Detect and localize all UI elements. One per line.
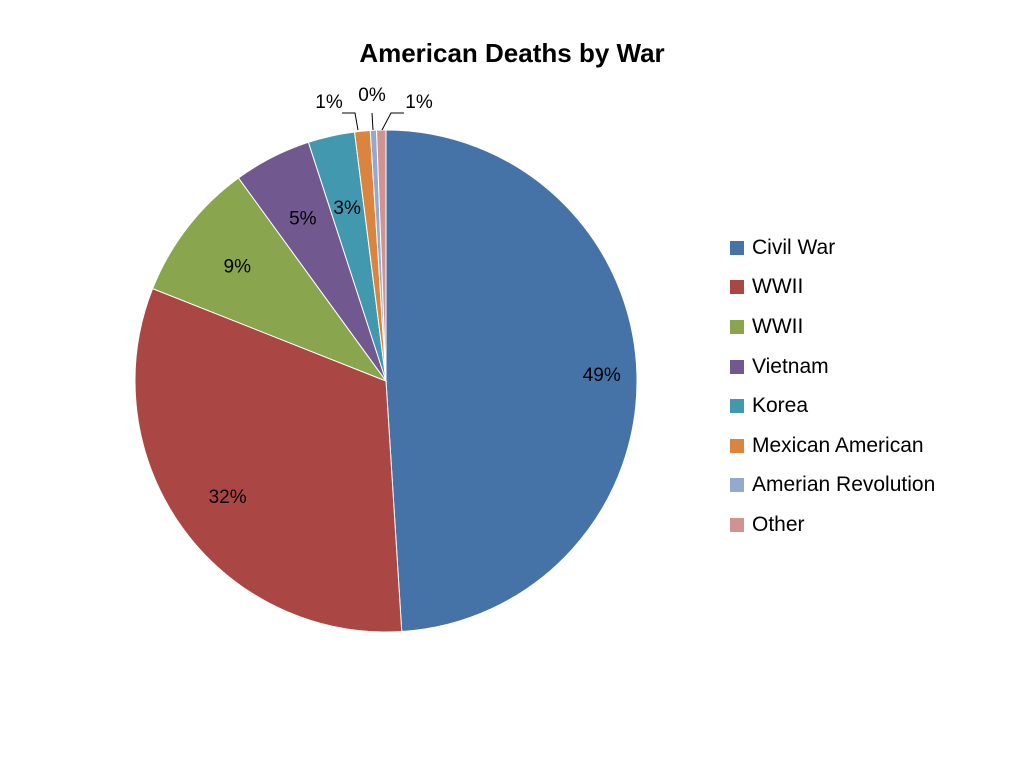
legend-swatch — [730, 280, 744, 295]
legend-label: Vietnam — [752, 354, 829, 378]
legend-label: Mexican American — [752, 433, 924, 457]
legend-label: Civil War — [752, 235, 836, 259]
pie-slice-civil-war-0 — [385, 129, 638, 633]
legend-label: Amerian Revolution — [752, 473, 936, 497]
legend-label: Korea — [752, 394, 809, 418]
legend-item: Mexican American — [730, 426, 935, 466]
legend-item: Vietnam — [730, 347, 935, 387]
leader-line — [381, 112, 404, 131]
legend-swatch — [730, 478, 744, 493]
legend-swatch — [730, 517, 744, 532]
legend-item: Other — [730, 505, 935, 545]
legend-swatch — [730, 240, 744, 255]
legend-label: WWII — [752, 275, 804, 299]
slice-percent-label: 9% — [224, 257, 252, 278]
slice-percent-label: 0% — [358, 85, 386, 106]
slice-percent-label: 1% — [315, 92, 343, 113]
legend-item: Amerian Revolution — [730, 466, 935, 506]
legend-item: Civil War — [730, 228, 935, 268]
pie-slice-wwii-2 — [151, 177, 388, 383]
pie-slice-wwii-1 — [134, 287, 403, 633]
legend-swatch — [730, 438, 744, 453]
slice-percent-label: 5% — [289, 209, 317, 230]
slice-percent-label: 3% — [333, 198, 361, 219]
slice-percent-label: 1% — [405, 92, 433, 113]
slice-percent-label: 32% — [209, 487, 247, 508]
legend-item: Korea — [730, 386, 935, 426]
legend-label: Other — [752, 512, 805, 536]
legend-swatch — [730, 399, 744, 414]
legend-swatch — [730, 319, 744, 334]
legend: Civil War WWII WWII Vietnam Korea Mexican Ame… — [730, 228, 935, 545]
chart-title: American Deaths by War — [359, 38, 665, 68]
legend-label: WWII — [752, 314, 804, 338]
legend-swatch — [730, 359, 744, 374]
slice-percent-label: 49% — [583, 365, 621, 386]
legend-item: WWII — [730, 307, 935, 347]
legend-item: WWII — [730, 268, 935, 308]
leader-line — [371, 112, 374, 131]
leader-line — [342, 112, 359, 131]
pie-slice-other-7 — [376, 129, 387, 382]
